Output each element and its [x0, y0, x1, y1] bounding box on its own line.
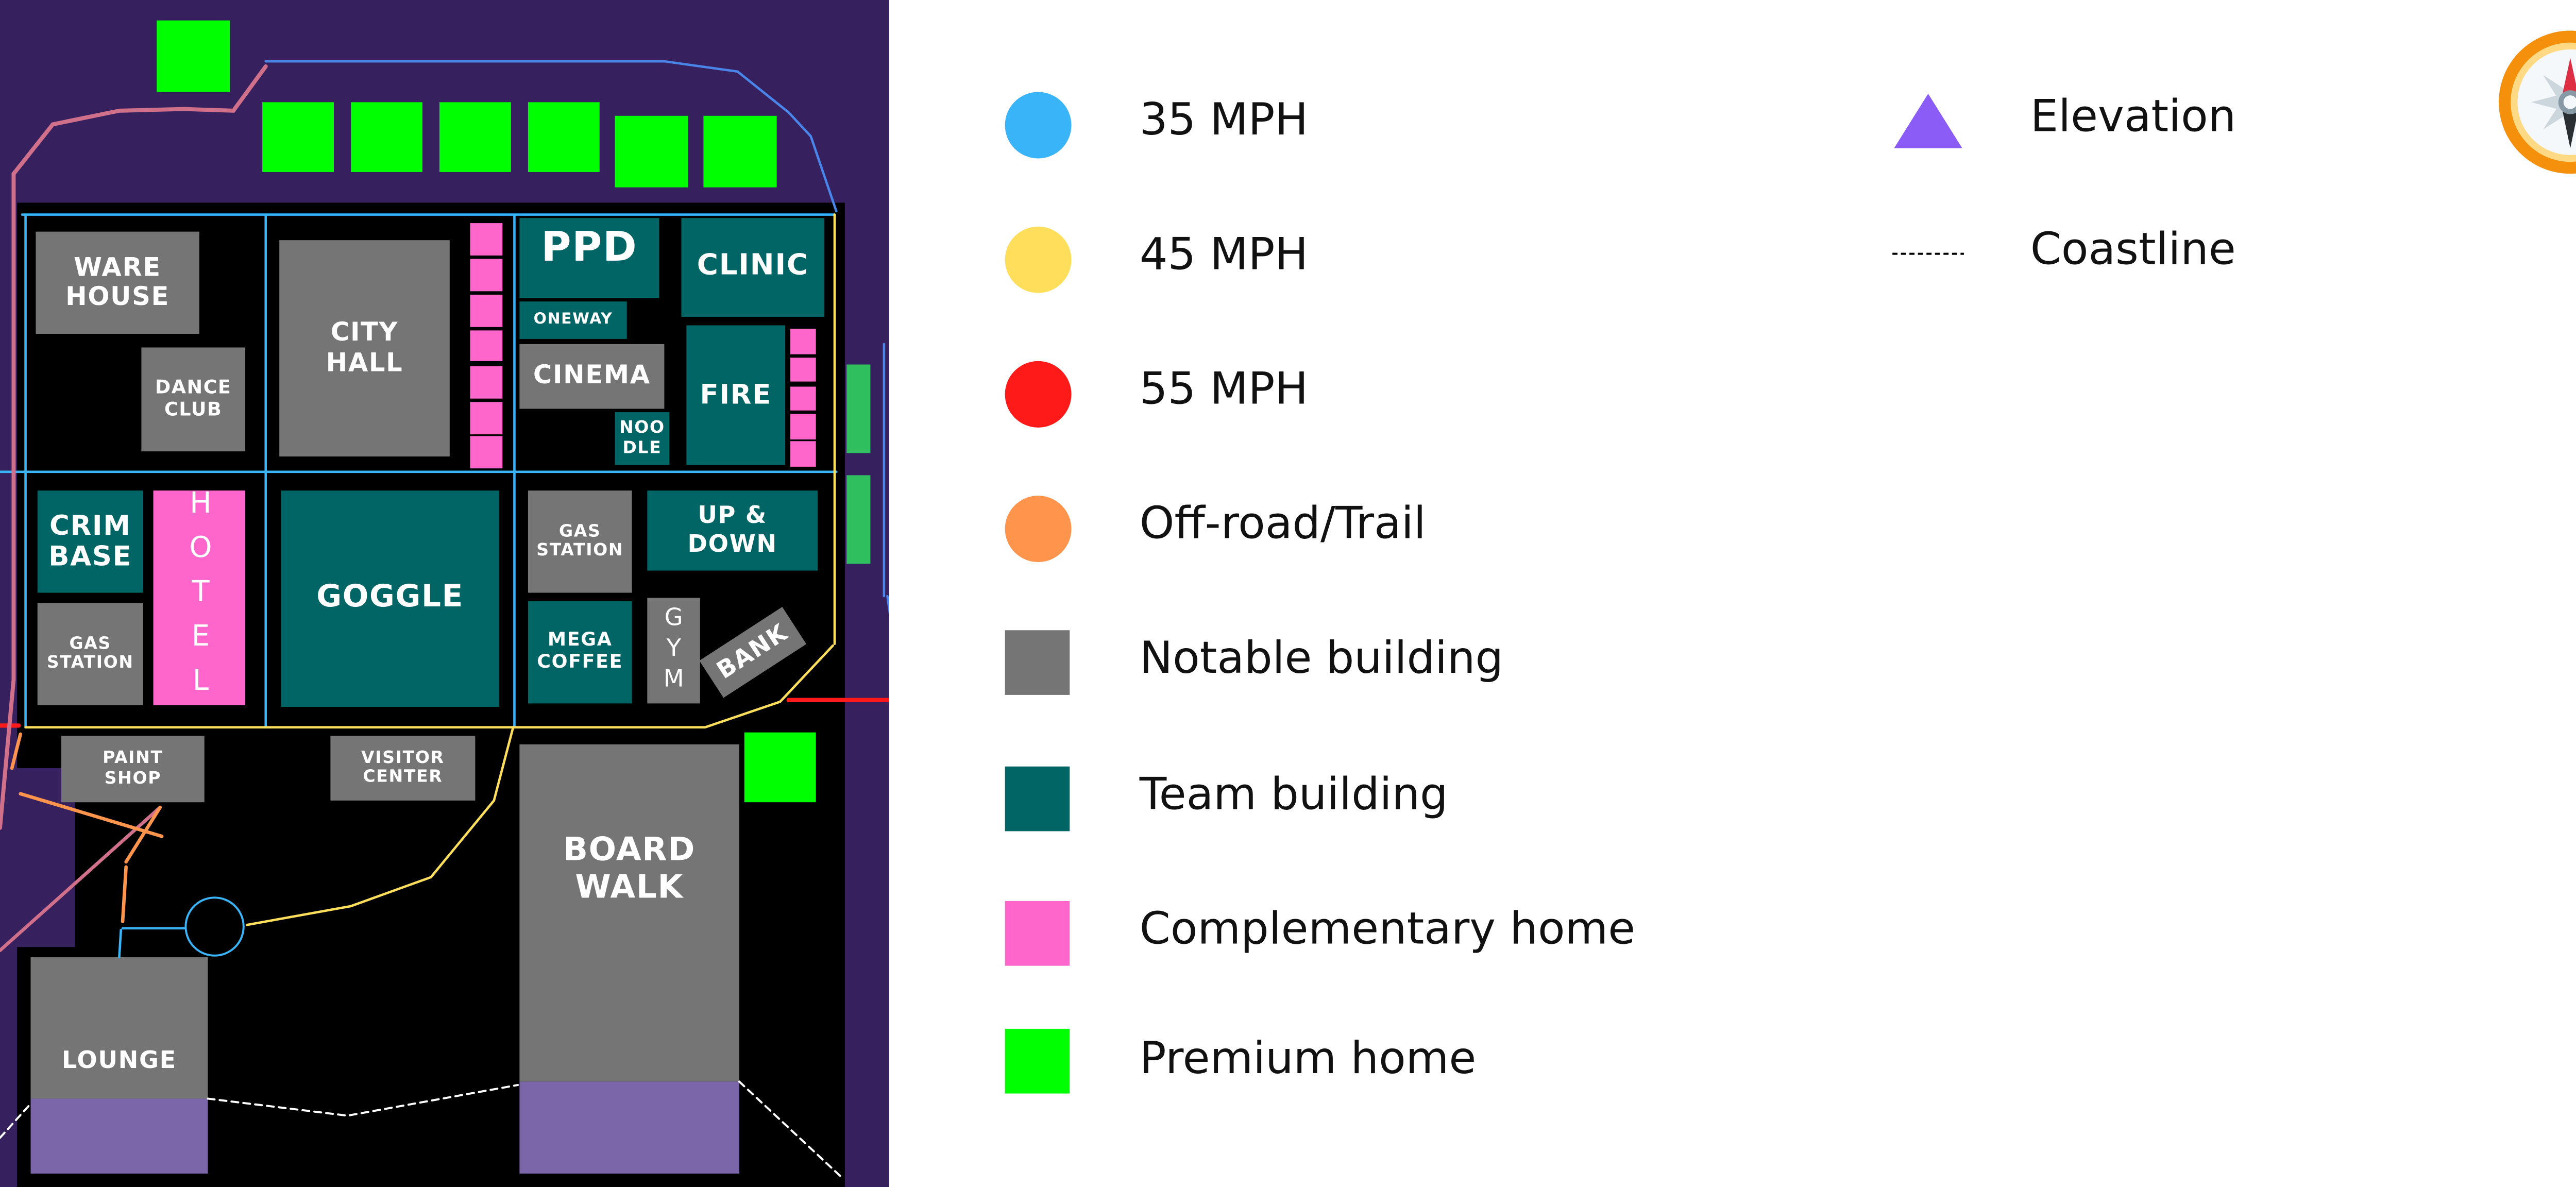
- legend-label-trail: Off-road/Trail: [1139, 499, 1426, 550]
- legend-label-premium: Premium home: [1139, 1033, 1477, 1085]
- building-clinic: CLINIC: [681, 218, 825, 317]
- elevation-area: [519, 1081, 739, 1174]
- building-ppd: PPD: [519, 218, 659, 298]
- building-crim-base: CRIM BASE: [37, 490, 143, 593]
- complementary-home: [470, 294, 503, 327]
- coastline: [207, 1084, 519, 1117]
- premium-home: [744, 732, 816, 803]
- legend-label-complementary: Complementary home: [1139, 904, 1636, 956]
- building-dance-club: DANCE CLUB: [141, 347, 246, 452]
- legend-swatch-premium: [1005, 1028, 1070, 1094]
- building-visitor-center: VISITOR CENTER: [330, 736, 476, 801]
- legend-label-35mph: 35 MPH: [1139, 95, 1309, 147]
- building-paint-shop: PAINT SHOP: [61, 736, 205, 803]
- legend-label-55mph: 55 MPH: [1139, 364, 1309, 416]
- building-city-hall: CITY HALL: [279, 240, 450, 457]
- complementary-home: [790, 441, 816, 467]
- road-45mph: [246, 727, 514, 926]
- premium-home: [439, 102, 511, 172]
- building-gas-station: GAS STATION: [37, 603, 143, 705]
- building-warehouse: WARE HOUSE: [36, 231, 199, 334]
- building-hotel: HOTEL: [153, 487, 246, 708]
- complementary-home: [790, 386, 816, 411]
- building-gym: GYM: [647, 598, 700, 704]
- complementary-home: [470, 330, 503, 361]
- legend-label-notable: Notable building: [1139, 633, 1504, 685]
- building-board-walk: BOARD WALK: [519, 744, 739, 1082]
- building-fire: FIRE: [686, 325, 786, 465]
- road-trail: [121, 865, 128, 923]
- building-goggle: GOGGLE: [281, 490, 499, 707]
- elevation-area: [30, 1098, 208, 1174]
- building-gas-station: GAS STATION: [528, 490, 632, 593]
- home-strip: [846, 364, 871, 453]
- legend-label-team: Team building: [1139, 770, 1448, 821]
- road-trail: [0, 64, 268, 830]
- roundabout: [184, 896, 245, 957]
- legend-swatch-team: [1005, 766, 1070, 832]
- complementary-home: [470, 402, 503, 435]
- building-noodle: NOO DLE: [615, 412, 670, 465]
- legend-swatch-notable: [1005, 630, 1070, 695]
- legend-swatch-trail: [1005, 496, 1072, 563]
- complementary-home: [790, 329, 816, 354]
- legend-swatch-complementary: [1005, 901, 1070, 966]
- legend-swatch-45mph: [1005, 226, 1072, 293]
- road-network: [0, 60, 889, 1180]
- legend-swatch-35mph: [1005, 92, 1072, 159]
- coastline: [738, 1080, 844, 1180]
- road-trail: [124, 805, 162, 864]
- building-up-and-down: UP & DOWN: [647, 490, 818, 571]
- legend-label-coastline: Coastline: [2030, 225, 2236, 276]
- road-35mph: [118, 928, 123, 959]
- complementary-home: [790, 358, 816, 382]
- premium-home: [262, 102, 334, 172]
- building-cinema: CINEMA: [519, 344, 665, 409]
- road-trail: [0, 805, 162, 953]
- complementary-home: [470, 436, 503, 469]
- premium-home: [157, 20, 230, 92]
- complementary-home: [470, 223, 503, 256]
- coastline: [0, 1103, 32, 1139]
- premium-home: [351, 102, 422, 172]
- complementary-home: [470, 366, 503, 399]
- town-map: WARE HOUSE DANCE CLUB CITY HALL PPD CLIN…: [0, 0, 889, 1187]
- home-strip: [846, 475, 871, 564]
- building-mega-coffee: MEGA COFFEE: [528, 601, 632, 704]
- coastline-dash-icon: [1892, 252, 1964, 255]
- complementary-home: [790, 414, 816, 439]
- road-trail: [19, 792, 164, 838]
- compass-icon: [2499, 30, 2576, 174]
- road-45mph: [24, 644, 835, 729]
- building-oneway: ONEWAY: [519, 301, 627, 339]
- road-trail: [10, 732, 22, 770]
- premium-home: [528, 102, 600, 172]
- road-35mph: [264, 60, 838, 213]
- legend-label-elevation: Elevation: [2030, 92, 2236, 143]
- elevation-triangle-icon: [1894, 93, 1962, 148]
- legend-swatch-55mph: [1005, 361, 1072, 428]
- premium-home: [615, 115, 688, 188]
- complementary-home: [470, 259, 503, 292]
- premium-home: [703, 115, 777, 188]
- road-35mph: [886, 595, 889, 617]
- legend-label-45mph: 45 MPH: [1139, 230, 1309, 281]
- building-lounge: LOUNGE: [30, 957, 208, 1099]
